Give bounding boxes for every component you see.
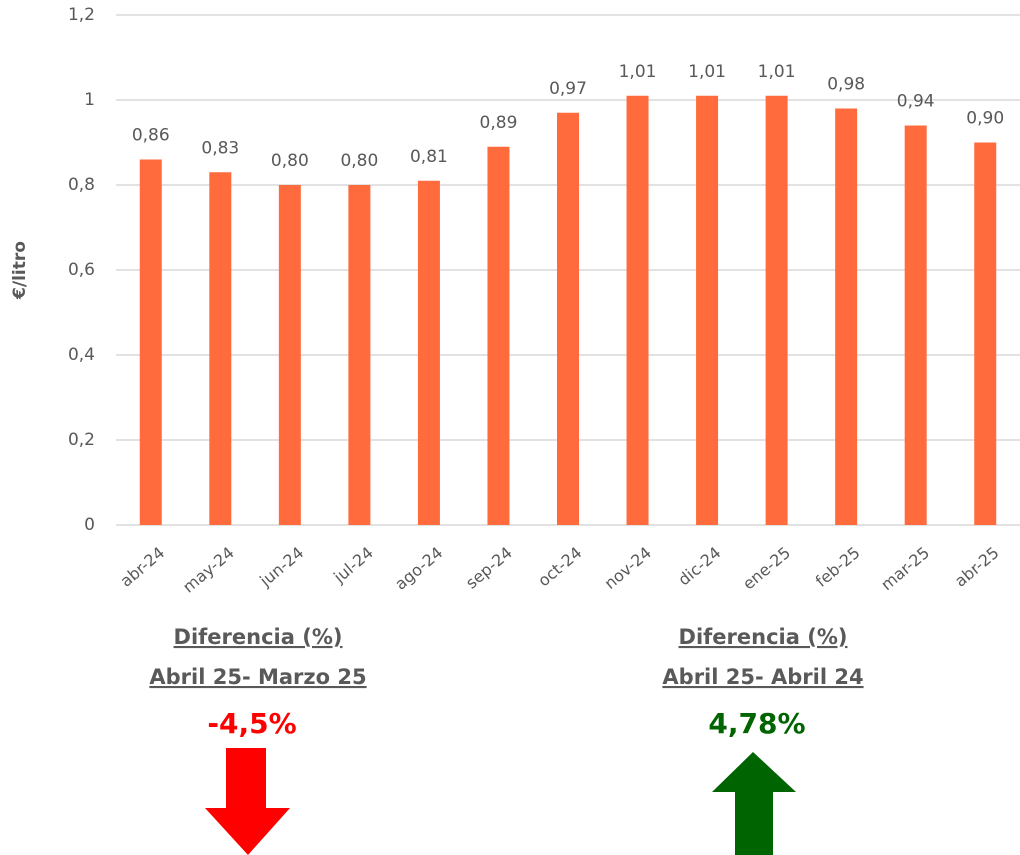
value-label: 0,80: [271, 151, 309, 171]
x-tick-label: nov-24: [601, 543, 655, 593]
bar: [417, 180, 440, 525]
x-tick-label: ago-24: [391, 543, 446, 594]
x-tick-label: jul-24: [329, 543, 377, 587]
x-tick-label: may-24: [179, 543, 238, 597]
annotation-subtitle: Abril 25- Marzo 25: [149, 665, 366, 689]
x-tick-label: abr-24: [116, 543, 168, 591]
annotation-value: -4,5%: [207, 707, 296, 740]
value-label: 0,80: [340, 151, 378, 171]
x-tick-label: mar-25: [877, 543, 933, 594]
bar: [278, 185, 301, 525]
bar: [557, 112, 579, 525]
x-tick-label: feb-25: [812, 543, 864, 591]
bar: [139, 159, 162, 525]
bar: [487, 146, 510, 525]
bar: [904, 125, 927, 525]
down-arrow: [205, 748, 290, 855]
value-label: 1,01: [619, 62, 657, 82]
value-label: 0,81: [410, 147, 448, 167]
value-label: 0,90: [966, 109, 1004, 129]
value-label: 0,83: [201, 138, 239, 158]
x-tick-label: oct-24: [534, 543, 585, 590]
value-label: 0,89: [480, 113, 518, 133]
bar: [348, 185, 371, 525]
y-tick-label: 0,8: [68, 175, 95, 195]
y-tick-label: 0,4: [68, 345, 95, 365]
up-arrow: [712, 752, 796, 855]
x-tick-label: abr-25: [951, 543, 1003, 591]
x-tick-label: jun-24: [255, 543, 307, 591]
value-label: 0,94: [897, 92, 935, 112]
bar: [626, 95, 649, 525]
annotation-subtitle: Abril 25- Abril 24: [662, 665, 863, 689]
value-label: 1,01: [758, 62, 796, 82]
bar: [696, 95, 719, 525]
bar: [835, 108, 858, 525]
value-label: 1,01: [688, 62, 726, 82]
y-tick-label: 0,2: [68, 430, 95, 450]
value-label: 0,98: [827, 75, 865, 95]
annotation-value: 4,78%: [708, 707, 805, 740]
annotation-title: Diferencia (%): [174, 625, 343, 649]
annotation-title: Diferencia (%): [679, 625, 848, 649]
y-tick-label: 1,2: [68, 5, 95, 25]
bar: [209, 172, 232, 525]
bar: [765, 95, 788, 525]
value-label: 0,97: [549, 79, 587, 99]
y-tick-label: 0: [84, 515, 95, 535]
x-tick-label: dic-24: [674, 543, 724, 589]
x-tick-label: sep-24: [462, 543, 516, 593]
value-label: 0,86: [132, 126, 170, 146]
bar: [974, 142, 997, 525]
x-tick-label: ene-25: [739, 543, 794, 594]
y-tick-label: 1: [84, 90, 95, 110]
y-tick-label: 0,6: [68, 260, 95, 280]
y-axis-label: €/litro: [10, 241, 30, 300]
